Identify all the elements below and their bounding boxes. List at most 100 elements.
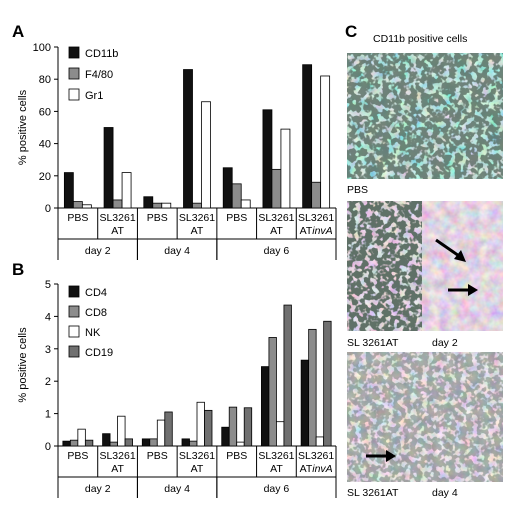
category-label: PBS	[147, 450, 168, 462]
bar-cd19	[283, 304, 292, 447]
y-tick-label: 1	[45, 409, 51, 421]
micrograph-day4	[347, 352, 503, 482]
y-axis-label: % positive cells	[17, 327, 29, 403]
bar-gr1	[201, 101, 211, 209]
bar-nk	[117, 415, 126, 447]
category-label: PBS	[226, 212, 247, 224]
legend-label: CD8	[85, 307, 107, 319]
y-tick-label: 40	[39, 139, 51, 151]
bar-nk	[236, 441, 245, 447]
legend-swatch	[68, 46, 80, 59]
category-label: PBS	[226, 450, 247, 462]
y-tick-label: 3	[45, 344, 51, 356]
bar-f4-80	[72, 201, 83, 209]
y-tick-label: 20	[39, 171, 51, 183]
bar-cd4	[62, 440, 71, 447]
arrow-2-head-icon	[468, 284, 478, 296]
micrograph-pbs	[347, 53, 503, 179]
y-axis-label: % positive cells	[17, 89, 29, 165]
legend-label: F4/80	[85, 69, 113, 81]
y-tick-label: 80	[39, 74, 51, 86]
panel-c-title: CD11b positive cells	[373, 33, 467, 45]
day-group-label: day 6	[264, 483, 290, 495]
day-group-label: day 2	[85, 245, 111, 257]
legend-label: CD19	[85, 347, 113, 359]
y-tick-label: 0	[45, 441, 51, 453]
bar-gr1	[81, 204, 92, 209]
micrograph-label-day2-day: day 2	[432, 337, 458, 349]
day-group-label: day 4	[164, 245, 190, 257]
bar-cd4	[102, 433, 111, 447]
micrograph-label-day2: SL 3261AT	[347, 337, 399, 349]
category-label-line2: AT	[191, 463, 204, 475]
category-label: PBS	[67, 450, 88, 462]
panel-letter-a: A	[12, 22, 24, 41]
bar-cd8	[228, 406, 238, 447]
bar-cd19	[164, 411, 173, 447]
bar-gr1	[280, 128, 291, 209]
bar-cd4	[141, 438, 151, 447]
bar-nk	[196, 401, 205, 447]
bar-gr1	[320, 75, 331, 209]
category-label: SL3261	[99, 212, 135, 224]
bar-cd19	[124, 438, 133, 447]
bar-nk	[156, 419, 166, 447]
category-label: PBS	[147, 212, 168, 224]
micrograph-label-pbs: PBS	[347, 184, 368, 196]
bar-cd8	[149, 438, 158, 447]
category-label-line2: AT	[191, 225, 204, 237]
bar-nk	[276, 421, 285, 447]
bar-cd19	[204, 409, 213, 447]
bar-cd4	[221, 426, 230, 447]
y-tick-label: 0	[45, 203, 51, 215]
bar-cd11b	[143, 196, 154, 209]
bar-f4-80	[152, 202, 163, 209]
legend-label: CD4	[85, 287, 107, 299]
category-label-line2: AT	[270, 463, 283, 475]
category-label-line2: AT	[111, 225, 124, 237]
day-group-label: day 4	[164, 483, 190, 495]
legend-swatch	[68, 345, 80, 358]
bar-cd11b	[63, 172, 74, 209]
bar-gr1	[121, 172, 132, 209]
day-group-label: day 2	[85, 483, 111, 495]
micrograph-pbs-cells	[347, 53, 503, 179]
bar-cd8	[308, 328, 317, 447]
category-label-line2: ATinvA	[300, 225, 333, 237]
bar-cd19	[323, 320, 332, 447]
bar-cd11b	[222, 167, 233, 209]
bar-cd11b	[262, 109, 273, 209]
bar-f4-80	[311, 181, 322, 209]
category-label: SL3261	[258, 212, 294, 224]
panel-c: CD11b positive cells PBS SL 3261AT day 2	[347, 33, 503, 499]
micrograph-day2	[347, 201, 503, 331]
bar-f4-80	[231, 183, 242, 209]
legend-swatch	[68, 325, 80, 338]
bar-cd8	[268, 337, 277, 447]
bar-cd8	[189, 440, 198, 447]
panel-letter-c: C	[345, 22, 357, 41]
bar-gr1	[240, 199, 251, 209]
category-label: SL3261	[298, 450, 334, 462]
day-group-label: day 6	[264, 245, 290, 257]
bar-cd19	[84, 439, 94, 447]
micrograph-label-day4: SL 3261AT	[347, 487, 399, 499]
bar-gr1	[161, 202, 172, 209]
bar-cd8	[69, 439, 79, 447]
y-tick-label: 60	[39, 106, 51, 118]
category-label-line2: ATinvA	[300, 463, 333, 475]
category-label: SL3261	[179, 450, 215, 462]
legend-swatch	[68, 67, 80, 80]
micrograph-label-day4-day: day 4	[432, 487, 458, 499]
bar-cd8	[109, 441, 118, 447]
bar-cd19	[243, 407, 253, 447]
y-tick-label: 2	[45, 376, 51, 388]
legend-swatch	[68, 285, 80, 298]
bar-nk	[77, 428, 86, 447]
legend-swatch	[68, 88, 80, 101]
bar-f4-80	[192, 202, 202, 209]
bar-cd11b	[302, 64, 313, 209]
micrograph-day2-dark-region	[347, 201, 422, 331]
legend-label: Gr1	[85, 90, 103, 102]
category-label-line2: AT	[270, 225, 283, 237]
